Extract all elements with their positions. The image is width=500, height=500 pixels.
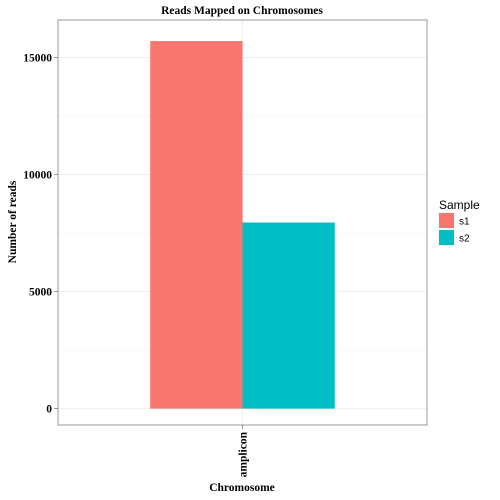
legend-items: s1 s2: [437, 211, 470, 247]
bar-s2-amplicon: [242, 222, 335, 409]
legend-label-s2: s2: [459, 234, 470, 245]
legend: Sample s1 s2: [437, 198, 480, 247]
bars: [150, 41, 335, 409]
legend-label-s1: s1: [459, 217, 470, 228]
legend-title: Sample: [439, 198, 480, 212]
y-tick-label: 15000: [23, 52, 52, 64]
y-tick-label: 0: [46, 404, 52, 416]
y-axis-ticks: 0 5000 10000 15000: [23, 52, 58, 416]
y-axis-label: Number of reads: [7, 180, 19, 263]
y-tick-label: 10000: [23, 170, 52, 182]
y-tick-label: 5000: [29, 287, 52, 299]
chart-title: Reads Mapped on Chromosomes: [161, 5, 323, 17]
x-axis-label: Chromosome: [209, 482, 275, 494]
legend-key-s2: [439, 230, 454, 245]
bar-s1-amplicon: [150, 41, 243, 409]
x-tick-label: amplicon: [238, 431, 250, 477]
legend-key-s1: [439, 213, 454, 228]
x-axis-ticks: amplicon: [238, 425, 250, 477]
